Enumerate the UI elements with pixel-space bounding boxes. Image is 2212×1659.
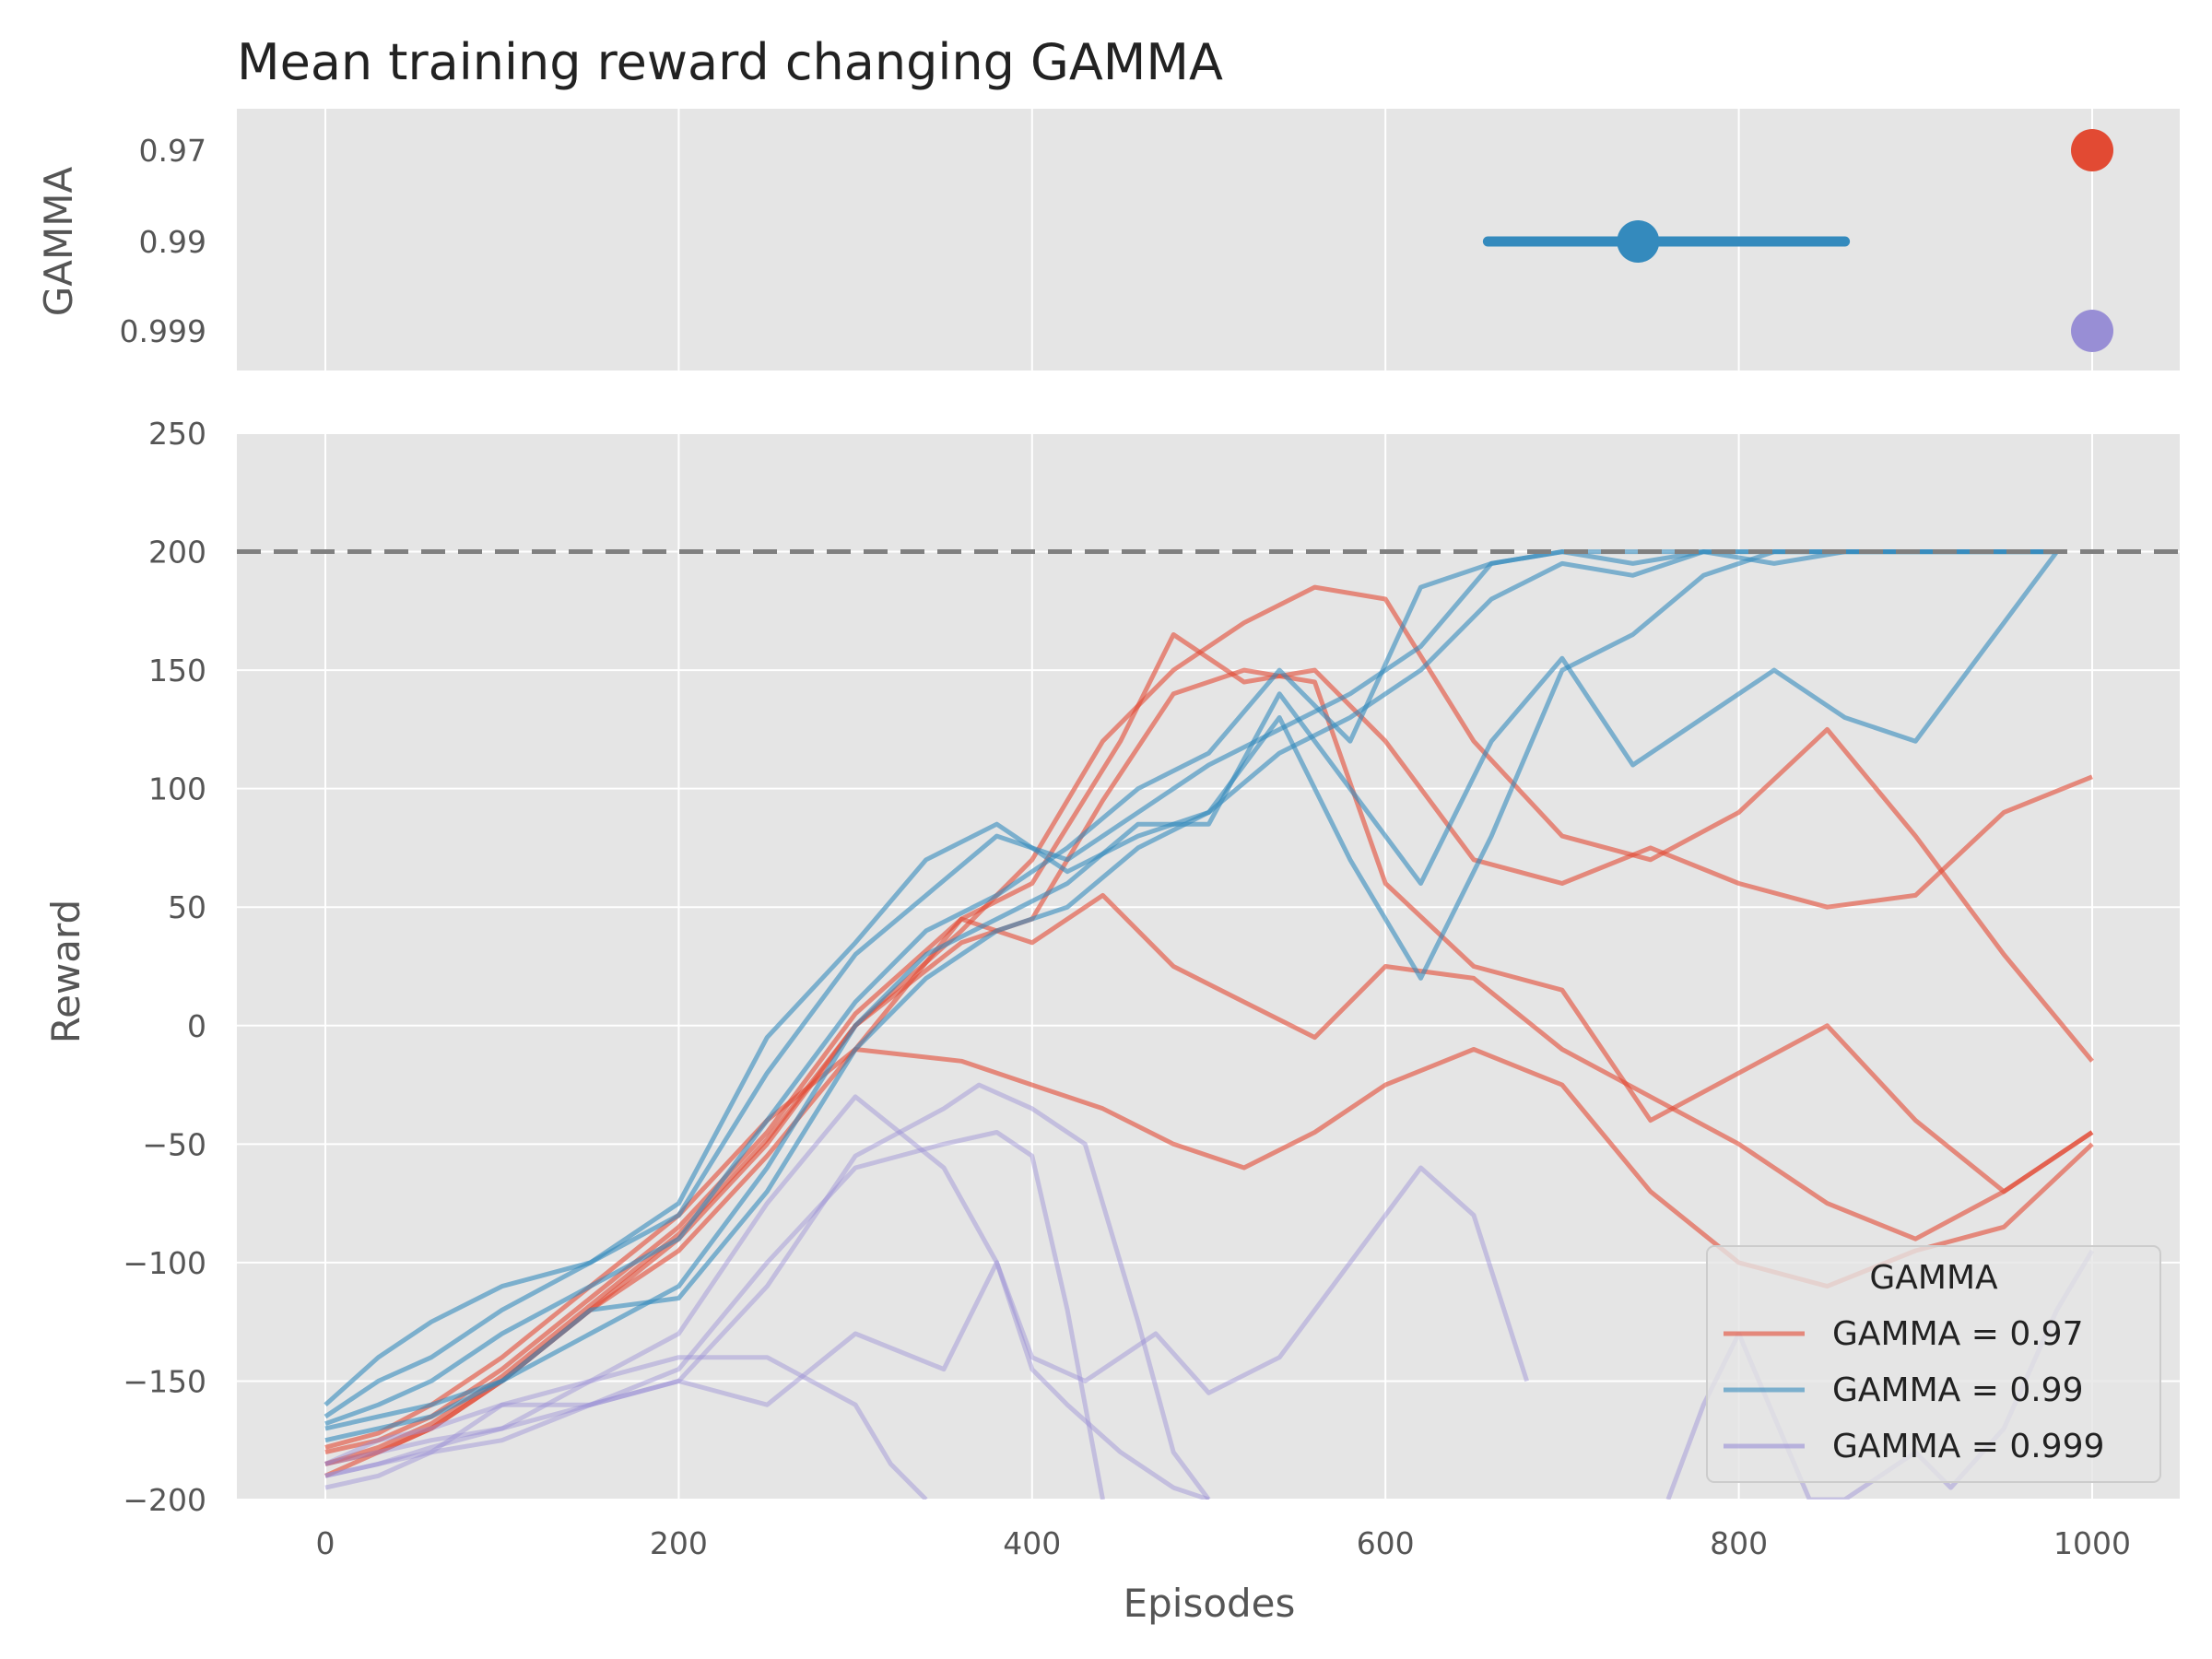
reward-series-line [324, 1130, 1105, 1500]
reward-series-line [324, 549, 2057, 1427]
y-tick-label: 0 [187, 1008, 206, 1044]
gamma-tick-label: 0.97 [139, 133, 206, 169]
x-tick-label: 200 [650, 1525, 708, 1561]
gamma-point [1617, 220, 1660, 263]
x-tick-label: 0 [316, 1525, 335, 1561]
reward-series-line [324, 1355, 928, 1500]
x-tick-label: 400 [1003, 1525, 1061, 1561]
reward-y-ticks: −200 −150 −100 −50 0 50 100 150 200 250 [123, 416, 206, 1518]
y-tick-label: 100 [148, 771, 206, 807]
x-tick-label: 1000 [2053, 1525, 2131, 1561]
x-tick-label: 800 [1710, 1525, 1768, 1561]
reward-series-line [324, 632, 2093, 1455]
legend-title: GAMMA [1869, 1259, 1998, 1297]
legend-label: GAMMA = 0.97 [1832, 1315, 2083, 1353]
episodes-axis-label: Episodes [1124, 1581, 1296, 1626]
y-tick-label: 50 [168, 889, 206, 925]
reward-series-line [324, 550, 2059, 1431]
gamma-marks [1482, 129, 2113, 352]
gamma-tick-label: 0.999 [120, 313, 206, 349]
reward-axis-label: Reward [43, 900, 88, 1043]
gamma-panel: 0.97 0.99 0.999 GAMMA [36, 109, 2180, 371]
x-tick-label: 600 [1357, 1525, 1415, 1561]
legend-label: GAMMA = 0.999 [1832, 1428, 2104, 1465]
legend-items: GAMMA = 0.97 GAMMA = 0.99 GAMMA = 0.999 [1724, 1315, 2104, 1465]
y-tick-label: −100 [123, 1245, 206, 1281]
gamma-y-ticks: 0.97 0.99 0.999 [120, 133, 206, 349]
chart-title: Mean training reward changing GAMMA [237, 33, 1223, 91]
legend-box [1706, 1245, 2161, 1483]
reward-series-line [324, 667, 2094, 1466]
reward-series-line [324, 1094, 1210, 1500]
episode-x-ticks: 0 200 400 600 800 1000 [316, 1525, 2131, 1561]
y-tick-label: −200 [123, 1482, 206, 1518]
gamma-panel-background [237, 109, 2180, 371]
y-tick-label: 250 [148, 416, 206, 452]
y-tick-label: −150 [123, 1363, 206, 1399]
gamma-tick-label: 0.99 [139, 224, 206, 260]
reward-series-line [324, 1082, 1211, 1500]
gamma-point [2071, 129, 2113, 171]
gamma-point [2071, 310, 2113, 352]
y-tick-label: 200 [148, 535, 206, 571]
gamma-axis-label: GAMMA [36, 166, 81, 316]
y-tick-label: 150 [148, 653, 206, 688]
reward-series-line [324, 1165, 1529, 1490]
y-tick-label: −50 [142, 1126, 206, 1162]
legend-label: GAMMA = 0.99 [1832, 1371, 2083, 1409]
